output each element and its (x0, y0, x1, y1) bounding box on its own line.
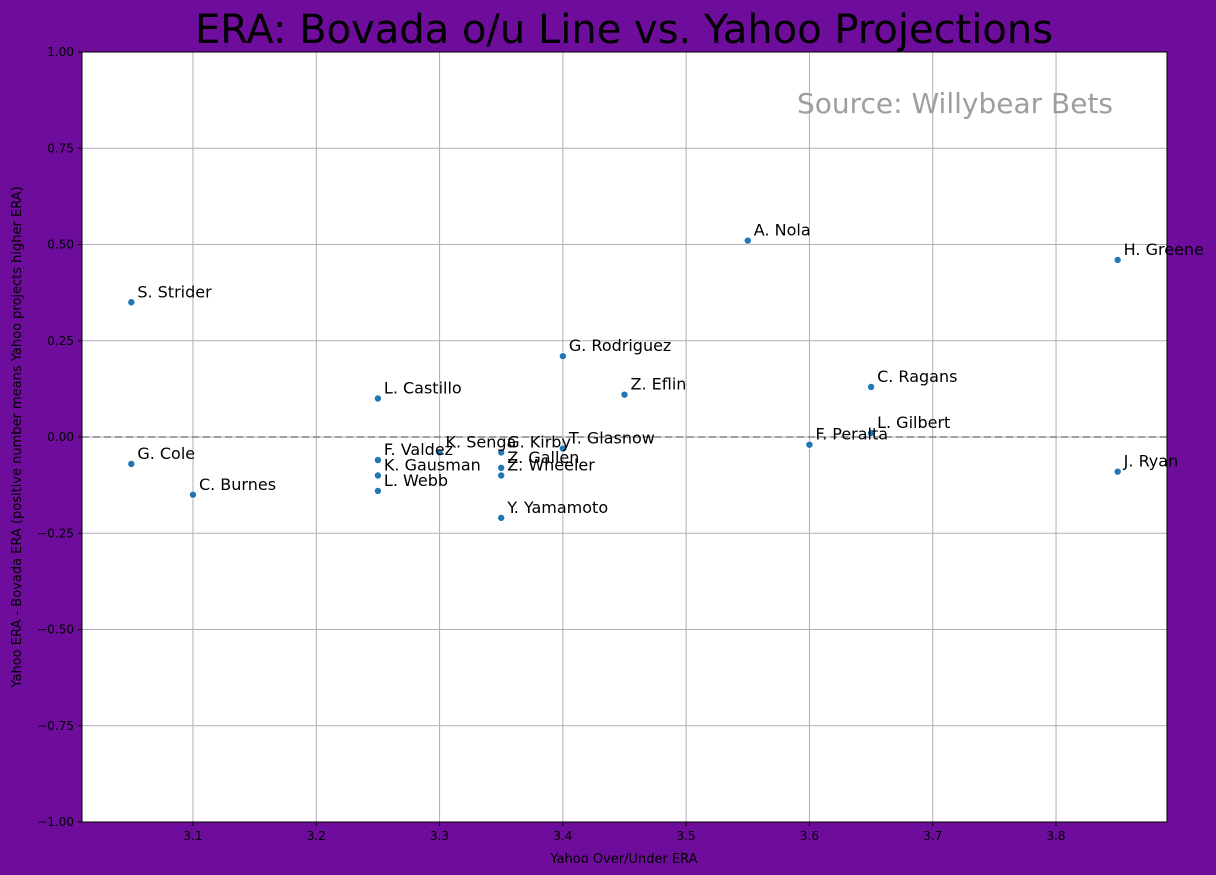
point-label: T. Glasnow (568, 429, 655, 448)
data-point (127, 459, 136, 468)
point-label: K. Gausman (384, 456, 481, 475)
y-tick-label: −0.25 (37, 526, 74, 540)
y-tick-label: 0.25 (47, 334, 74, 348)
point-label: C. Ragans (877, 367, 957, 386)
data-point (373, 471, 382, 480)
chart-title: ERA: Bovada o/u Line vs. Yahoo Projectio… (195, 7, 1053, 53)
data-point (497, 448, 506, 457)
point-label: Z. Wheeler (507, 456, 595, 475)
data-point (373, 456, 382, 465)
point-label: J. Ryan (1123, 452, 1179, 471)
point-label: L. Webb (384, 471, 448, 490)
point-label: H. Greene (1124, 240, 1204, 259)
data-point (558, 444, 567, 453)
data-point (620, 390, 629, 399)
point-label: A. Nola (754, 221, 811, 240)
data-point (867, 429, 876, 438)
x-tick-label: 3.1 (183, 829, 202, 843)
point-label: G. Rodriguez (569, 336, 671, 355)
point-label: C. Burnes (199, 475, 276, 494)
data-point (373, 486, 382, 495)
y-tick-label: −0.50 (37, 623, 74, 637)
point-label: G. Kirby (507, 432, 571, 451)
data-point (1113, 467, 1122, 476)
x-tick-label: 3.7 (923, 829, 942, 843)
data-points (127, 236, 1122, 522)
y-tick-label: 0.75 (47, 141, 74, 155)
y-tick-label: 0.50 (47, 238, 74, 252)
y-tick-label: 0.00 (47, 430, 74, 444)
grid-lines (82, 52, 1167, 822)
data-point (805, 440, 814, 449)
data-point (867, 382, 876, 391)
point-label: K. Senga (446, 432, 517, 451)
point-label: F. Peralta (815, 425, 888, 444)
x-tick-label: 3.4 (553, 829, 572, 843)
y-tick-label: −0.75 (37, 719, 74, 733)
point-label: F. Valdez (384, 440, 453, 459)
data-point (1113, 255, 1122, 264)
point-label: Z. Gallen (507, 448, 579, 467)
data-point (435, 448, 444, 457)
x-tick-label: 3.3 (430, 829, 449, 843)
x-axis-ticks: 3.1 3.2 3.3 3.4 3.5 3.6 3.7 3.8 (183, 822, 1066, 843)
y-tick-label: 1.00 (47, 45, 74, 59)
y-tick-label: −1.00 (37, 815, 74, 829)
x-tick-label: 3.6 (800, 829, 819, 843)
point-label: L. Gilbert (877, 413, 950, 432)
data-point (497, 471, 506, 480)
point-label: S. Strider (137, 282, 212, 301)
x-tick-label: 3.8 (1046, 829, 1065, 843)
point-label: Z. Eflin (631, 375, 687, 394)
data-point (497, 463, 506, 472)
y-axis-label: Yahoo ERA - Bovada ERA (positive number … (10, 186, 25, 688)
source-annotation: Source: Willybear Bets (797, 87, 1113, 120)
y-axis-ticks: 1.00 0.75 0.50 0.25 0.00 −0.25 −0.50 −0.75 −1.00 (37, 45, 82, 829)
point-label: Y. Yamamoto (506, 498, 608, 517)
data-point (188, 490, 197, 499)
x-tick-label: 3.5 (677, 829, 696, 843)
data-point (373, 394, 382, 403)
x-axis-label: Yahoo Over/Under ERA (549, 852, 697, 867)
data-point (127, 298, 136, 307)
data-point (743, 236, 752, 245)
x-tick-label: 3.2 (307, 829, 326, 843)
point-label: L. Castillo (384, 379, 462, 398)
data-point (558, 352, 567, 361)
data-point (497, 513, 506, 522)
point-label: G. Cole (137, 444, 195, 463)
